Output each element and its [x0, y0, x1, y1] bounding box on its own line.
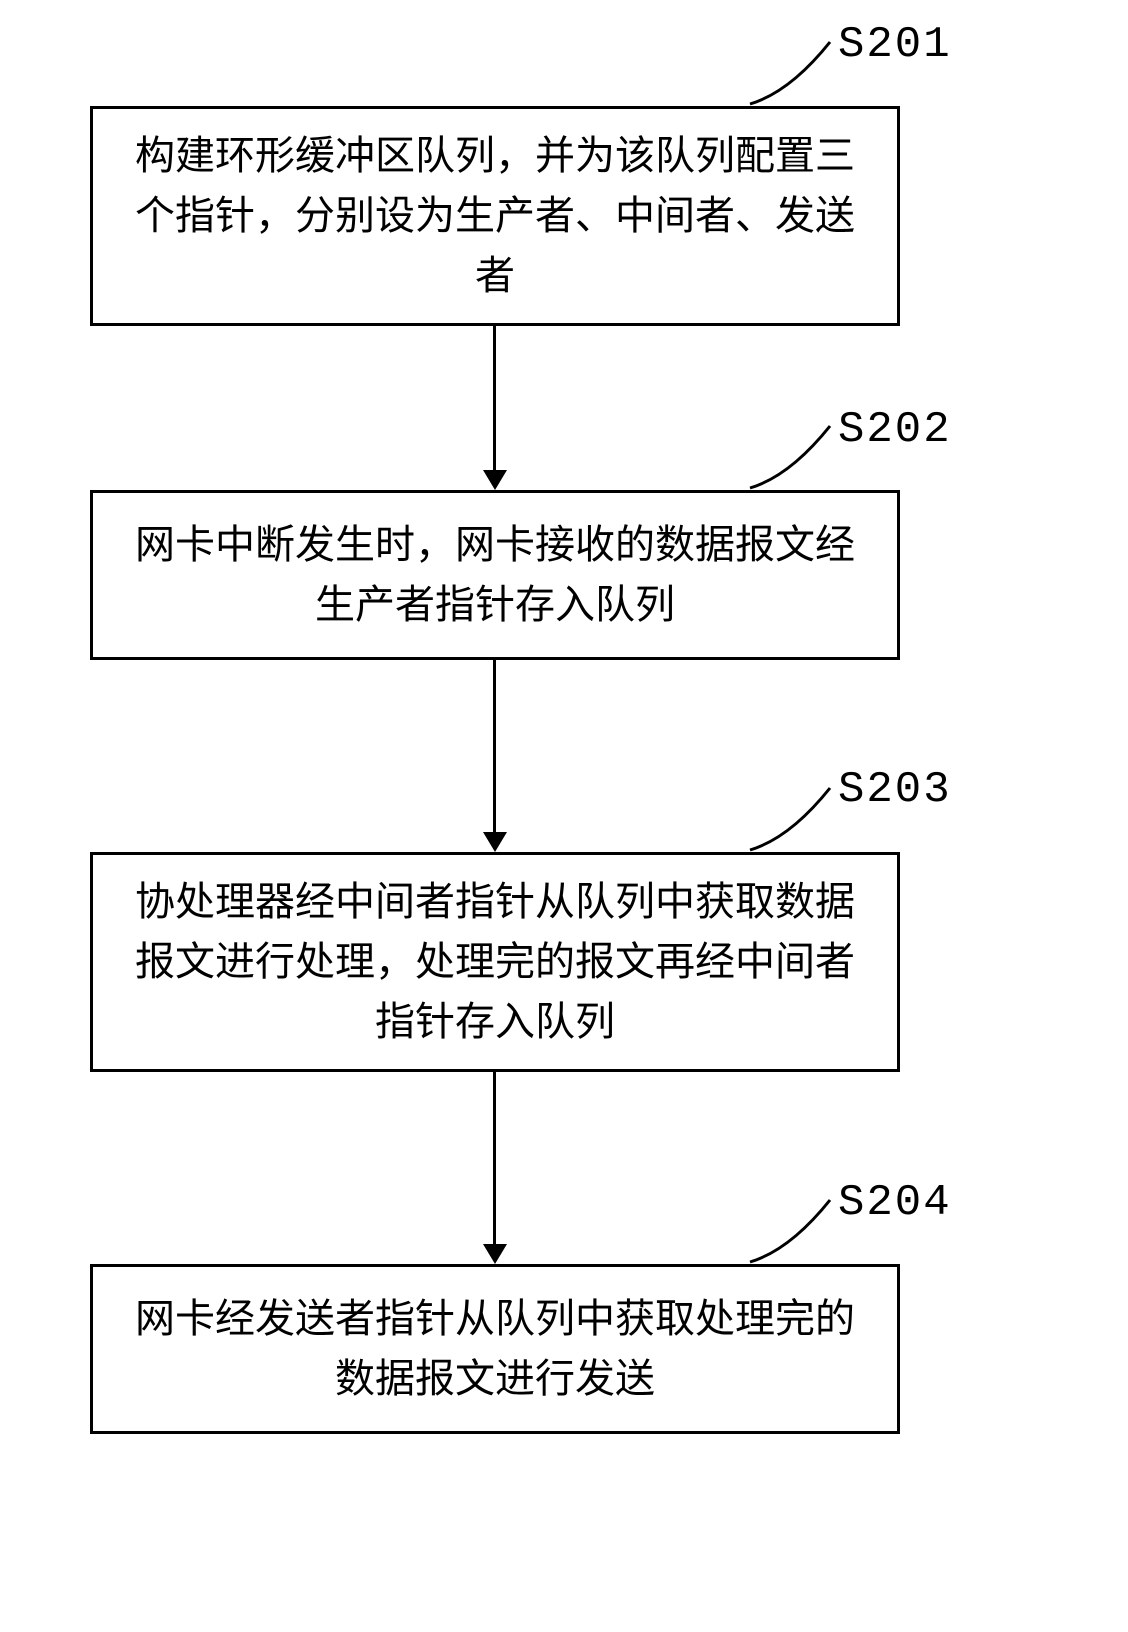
- label-s203-text: S203: [838, 765, 952, 815]
- curve-s201: [750, 42, 840, 112]
- node-s203-text: 协处理器经中间者指针从队列中获取数据报文进行处理，处理完的报文再经中间者指针存入…: [123, 872, 867, 1052]
- node-s202-text: 网卡中断发生时，网卡接收的数据报文经生产者指针存入队列: [123, 515, 867, 635]
- arrow-1-head: [483, 470, 507, 490]
- label-s202-text: S202: [838, 405, 952, 455]
- arrow-2-head: [483, 832, 507, 852]
- label-s204-text: S204: [838, 1178, 952, 1228]
- node-s201-text: 构建环形缓冲区队列，并为该队列配置三个指针，分别设为生产者、中间者、发送者: [123, 126, 867, 306]
- arrow-3-line: [493, 1072, 496, 1246]
- label-s202: S202: [838, 405, 952, 455]
- curve-s203: [750, 788, 840, 858]
- node-s204: 网卡经发送者指针从队列中获取处理完的数据报文进行发送: [90, 1264, 900, 1434]
- arrow-3-head: [483, 1244, 507, 1264]
- label-s204: S204: [838, 1178, 952, 1228]
- label-s201: S201: [838, 20, 952, 70]
- node-s202: 网卡中断发生时，网卡接收的数据报文经生产者指针存入队列: [90, 490, 900, 660]
- curve-s202: [750, 426, 840, 496]
- arrow-1-line: [493, 326, 496, 472]
- flowchart-container: S201 构建环形缓冲区队列，并为该队列配置三个指针，分别设为生产者、中间者、发…: [0, 0, 1128, 1632]
- node-s204-text: 网卡经发送者指针从队列中获取处理完的数据报文进行发送: [123, 1289, 867, 1409]
- arrow-2-line: [493, 660, 496, 834]
- label-s201-text: S201: [838, 20, 952, 70]
- curve-s204: [750, 1200, 840, 1270]
- node-s201: 构建环形缓冲区队列，并为该队列配置三个指针，分别设为生产者、中间者、发送者: [90, 106, 900, 326]
- node-s203: 协处理器经中间者指针从队列中获取数据报文进行处理，处理完的报文再经中间者指针存入…: [90, 852, 900, 1072]
- label-s203: S203: [838, 765, 952, 815]
